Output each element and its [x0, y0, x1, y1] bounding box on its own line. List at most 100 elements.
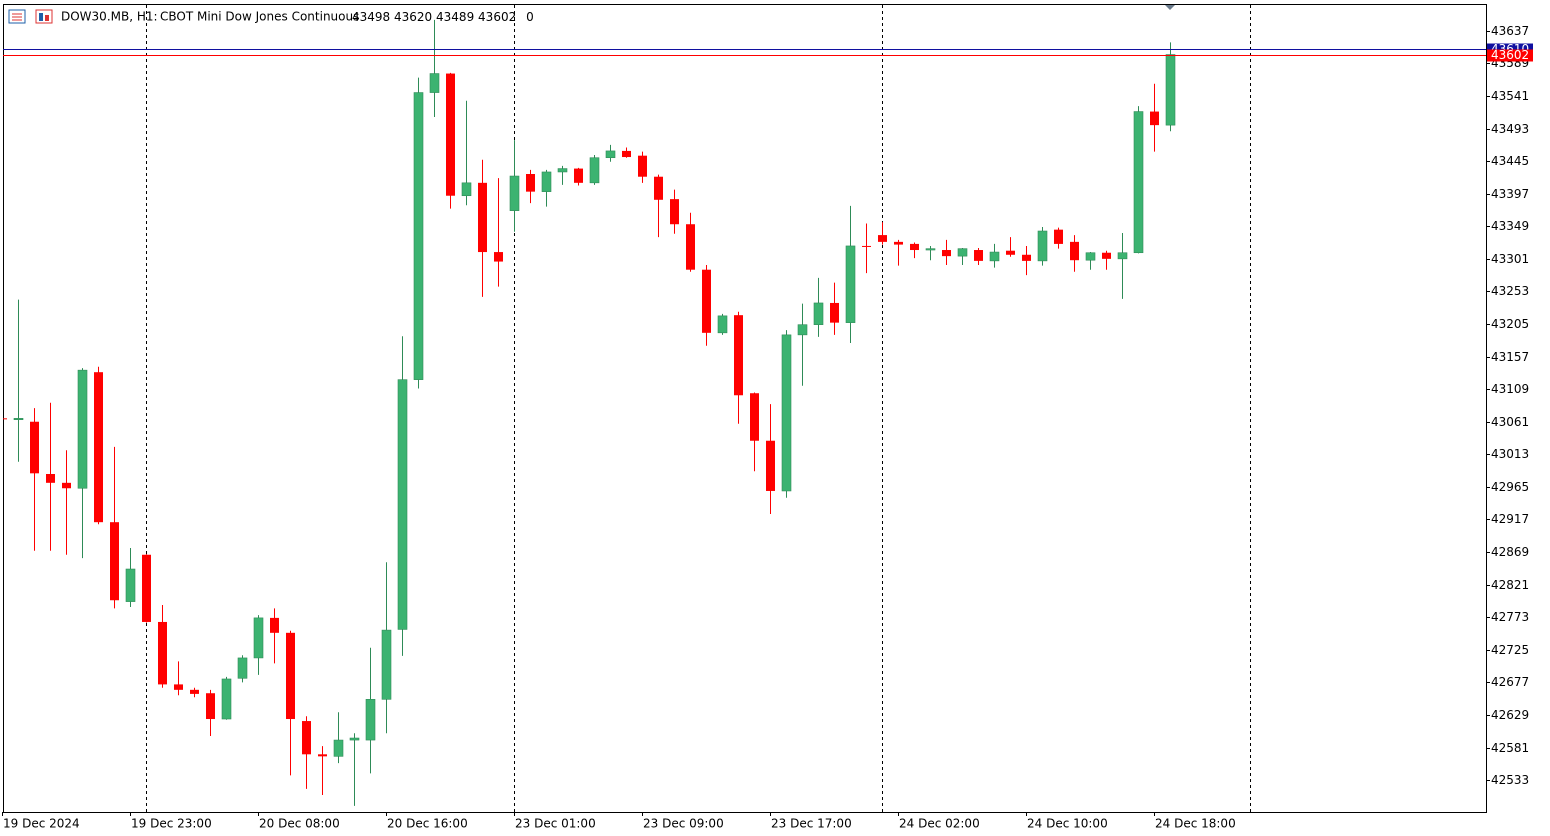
ohlc-close: 43602: [478, 10, 516, 24]
x-tick-label: 19 Dec 23:00: [131, 817, 212, 831]
x-tick-label: 24 Dec 02:00: [899, 817, 980, 831]
candle-body: [318, 754, 327, 757]
candle-body: [989, 251, 1000, 262]
candle-body: [62, 482, 71, 489]
x-tick-label: 19 Dec 2024: [3, 817, 80, 831]
candle-body: [670, 199, 679, 225]
y-tick-label: 43445: [1491, 154, 1529, 168]
y-tick-label: 43157: [1491, 350, 1529, 364]
y-tick-label: 43349: [1491, 219, 1529, 233]
y-tick-label: 42725: [1491, 643, 1529, 657]
x-tick-label: 20 Dec 16:00: [387, 817, 468, 831]
candle-body: [77, 369, 88, 489]
candle-body: [942, 250, 951, 257]
candle-body: [461, 182, 472, 197]
y-tick-label: 42581: [1491, 741, 1529, 755]
x-tick-label: 23 Dec 01:00: [515, 817, 596, 831]
candle-body: [302, 721, 311, 755]
y-tick-label: 42821: [1491, 578, 1529, 592]
candle-body: [686, 224, 695, 270]
candle-body: [221, 678, 232, 720]
y-tick-label: 42677: [1491, 675, 1529, 689]
candle-body: [845, 245, 856, 323]
candle-body: [270, 617, 279, 633]
price-label-box: [1487, 49, 1533, 62]
candle-body: [381, 629, 392, 700]
header: DOW30.MB, H1: CBOT Mini Dow Jones Contin…: [8, 9, 534, 24]
candle-body: [813, 302, 824, 325]
candle-body: [110, 522, 119, 601]
candle-body: [1117, 252, 1128, 260]
y-tick-label: 42533: [1491, 773, 1529, 787]
candle-body: [589, 157, 600, 184]
candle-body: [654, 176, 663, 200]
candle-body: [125, 568, 136, 602]
candle-body: [830, 302, 839, 323]
candle-body: [1150, 111, 1159, 126]
x-tick-label: 23 Dec 09:00: [643, 817, 724, 831]
candle-body: [1102, 252, 1111, 259]
candle-body: [526, 174, 535, 192]
candle-body: [333, 739, 344, 757]
candle-body: [349, 737, 360, 741]
candle-body: [734, 315, 743, 396]
icon: [35, 9, 53, 24]
ohlc-open: 43498: [352, 10, 390, 24]
shift-marker: [1165, 5, 1175, 10]
candle-body: [894, 241, 903, 245]
period-separators: [146, 5, 1251, 812]
candle-body: [253, 617, 264, 659]
y-tick-label: 43541: [1491, 89, 1529, 103]
candle-body: [174, 684, 183, 690]
candle-body: [94, 372, 103, 523]
y-tick-label: 42869: [1491, 545, 1529, 559]
candle-body: [781, 334, 792, 492]
candle-body: [478, 182, 487, 253]
y-tick-label: 42773: [1491, 610, 1529, 624]
candle-body: [862, 245, 871, 247]
candle-body: [957, 248, 968, 257]
candle-body: [925, 248, 936, 251]
candle-body: [797, 324, 808, 336]
volume: 0: [526, 10, 534, 24]
candle-body: [910, 243, 919, 251]
chart-title: DOW30.MB, H1:: [61, 10, 158, 24]
candle-body: [605, 150, 616, 159]
candle-body: [30, 421, 39, 474]
y-tick-label: 43493: [1491, 122, 1529, 136]
candle-body: [1085, 252, 1096, 261]
candle-body: [1070, 241, 1079, 261]
y-tick-label: 43205: [1491, 317, 1529, 331]
candle-body: [1022, 254, 1031, 261]
chart-subtitle: CBOT Mini Dow Jones Continuous: [160, 10, 359, 24]
candle-body: [622, 150, 631, 158]
y-tick-label: 43301: [1491, 252, 1529, 266]
x-tick-label: 24 Dec 18:00: [1155, 817, 1236, 831]
x-tick-label: 24 Dec 10:00: [1027, 817, 1108, 831]
candle-body: [1165, 54, 1176, 126]
plot: [3, 19, 1176, 806]
candle-body: [365, 699, 376, 741]
candle-body: [702, 269, 711, 333]
ohlc-readout: 43498 43620 43489 43602 0: [352, 10, 534, 24]
icon: [39, 13, 43, 21]
candle-body: [206, 693, 215, 720]
candle-body: [638, 155, 647, 177]
ohlc-high: 43620: [394, 10, 432, 24]
y-tick-label: 43109: [1491, 382, 1529, 396]
x-tick-label: 23 Dec 17:00: [771, 817, 852, 831]
y-tick-label: 43253: [1491, 284, 1529, 298]
y-tick-label: 43013: [1491, 447, 1529, 461]
plot-area: [3, 4, 1487, 813]
y-tick-label: 43397: [1491, 187, 1529, 201]
candle-body: [413, 92, 424, 380]
candle-body: [158, 621, 167, 685]
candle-body: [237, 657, 248, 679]
price-label: 43602: [1491, 48, 1529, 62]
candle-body: [1006, 250, 1015, 255]
candle-body: [1054, 229, 1063, 244]
candle-body: [878, 235, 887, 242]
candle-body: [574, 168, 583, 183]
candle-body: [46, 473, 55, 483]
